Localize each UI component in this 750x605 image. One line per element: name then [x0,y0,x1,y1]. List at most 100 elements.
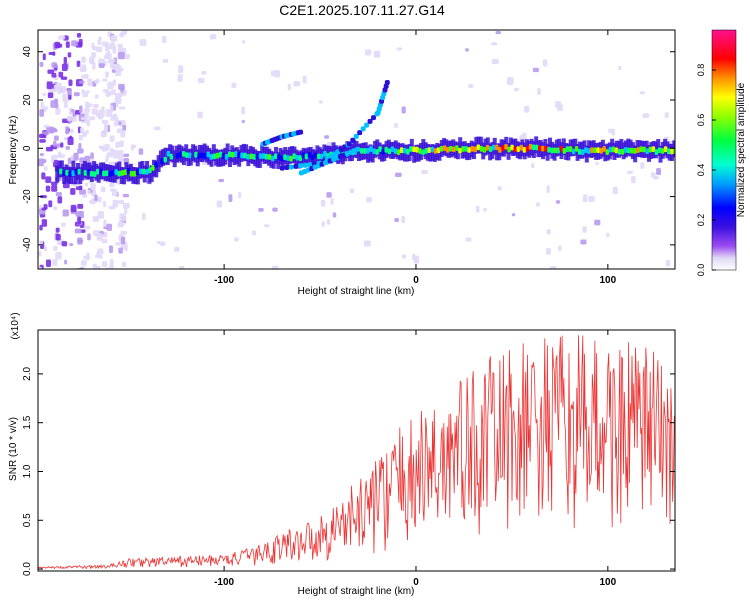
ridge-cell [544,145,548,152]
ridge-cell [522,146,527,153]
ridge-cell [83,170,88,176]
ridge-cell [553,147,557,154]
noise-cell [39,224,43,231]
ridge-halo [331,142,336,160]
ridge-halo [656,139,661,156]
noise-cell [91,108,98,115]
branch-cell [375,110,381,116]
ridge-cell [135,169,140,176]
noise-cell [153,126,161,131]
noise-cell [87,233,91,241]
noise-cell [67,52,72,58]
noise-cell [532,67,539,73]
ridge-halo [584,145,589,163]
branch-cell [346,141,352,147]
branch-cell [371,115,377,121]
ridge-cell [218,151,223,158]
noise-cell [491,59,499,65]
ridge-halo [474,136,479,154]
ridge-cell [574,145,579,152]
noise-cell [96,265,101,269]
spectrogram-y-axis: -40 -20 0 20 40 [22,46,675,252]
noise-cell [91,52,97,58]
ridge-cell [372,148,376,155]
branch-cell [298,163,304,169]
spectrogram-y-label: Frequency (Hz) [8,116,19,185]
noise-cell [118,150,124,155]
ridge-cell [120,170,125,176]
ridge-cell [565,146,570,153]
y-tick-label: 20 [22,94,33,106]
noise-cell [234,237,239,242]
ridge-cell [617,148,622,155]
noise-cell [594,219,601,226]
noise-cell [64,259,68,265]
ridge-halo [255,150,260,168]
ridge-cell [433,148,438,154]
noise-cell [120,230,125,236]
x-tick-label: 100 [600,275,617,286]
noise-cell [110,105,114,113]
spectrogram-frame [37,29,676,270]
ridge-cell [666,148,671,155]
noise-cell [252,230,257,236]
noise-cell [65,145,70,150]
noise-cell [69,243,74,247]
ridge-cell [108,170,112,177]
ridge-halo [227,150,232,168]
ridge-cell [614,147,619,154]
ridge-cell [415,146,419,153]
noise-cell [39,153,44,157]
colorbar: 0.0 0.2 0.4 0.6 0.8 Normalized spectral ampl… [696,29,747,276]
noise-cell [41,219,48,227]
ridge-cell [396,149,401,155]
ridge-cell [534,144,539,151]
spectrogram-x-axis: -100 0 100 [214,30,617,286]
noise-cell [41,207,47,211]
ridge-halo [545,143,550,161]
noise-cell [77,148,84,154]
noise-cell [51,62,58,68]
noise-cell [271,70,277,77]
noise-cell [120,236,126,245]
branch-cell [364,122,370,128]
noise-cell [48,52,55,56]
ridge-cell [286,155,290,161]
noise-cell [111,69,116,73]
noise-cell [80,127,84,134]
ridge-cell [584,147,588,154]
noise-cell [105,90,110,98]
ridge-cell [455,145,459,152]
noise-cell [54,41,60,49]
noise-cell [66,115,72,121]
noise-cell [93,103,99,108]
branch-cell [384,79,390,85]
noise-cell [216,200,223,208]
noise-cell [197,111,203,119]
ridge-halo [490,142,495,159]
noise-cell [326,218,331,225]
noise-cell [123,89,127,96]
noise-cell [48,200,53,208]
noise-cell [77,237,83,245]
branch-cell [376,106,382,112]
ridge-halo [412,145,417,163]
noise-cell [55,227,60,233]
ridge-cell [86,169,91,175]
noise-cell [60,142,64,148]
ridge-halo [407,144,412,162]
ridge-cell [630,147,634,154]
y-tick-label: 2.0 [22,367,33,381]
noise-cell [105,155,109,163]
noise-cell [258,207,264,212]
spectrogram-x-label: Height of straight line (km) [298,286,415,297]
ridge-cell [270,155,275,162]
ridge-halo [117,161,122,179]
ridge-cell [301,152,306,159]
ridge-cell [197,153,201,159]
ridge-cell [224,154,229,160]
ridge-cell [602,146,606,152]
ridge-cell [74,169,78,175]
noise-cell [555,200,561,204]
noise-cell [71,40,78,47]
